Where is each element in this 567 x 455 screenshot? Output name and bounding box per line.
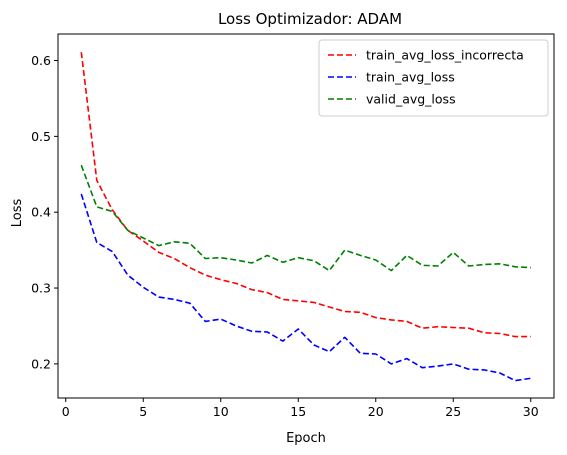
y-tick-label: 0.5 bbox=[31, 129, 51, 144]
series-line-2 bbox=[80, 164, 531, 272]
legend-label-2: valid_avg_loss bbox=[366, 92, 456, 107]
x-tick-label: 0 bbox=[62, 404, 70, 419]
series-line-0 bbox=[80, 52, 531, 338]
y-tick-label: 0.2 bbox=[31, 356, 51, 371]
x-tick-label: 10 bbox=[213, 404, 229, 419]
series-line-1 bbox=[80, 193, 531, 382]
x-tick-label: 20 bbox=[368, 404, 384, 419]
legend-box bbox=[318, 39, 549, 117]
plot-area bbox=[80, 52, 531, 382]
y-axis-label: Loss bbox=[10, 199, 25, 228]
y-tick-label: 0.4 bbox=[31, 205, 51, 220]
x-axis-label: Epoch bbox=[286, 431, 326, 446]
x-tick-label: 25 bbox=[445, 404, 461, 419]
legend-label-0: train_avg_loss_incorrecta bbox=[366, 48, 524, 63]
x-tick-label: 5 bbox=[139, 404, 147, 419]
x-tick-label: 30 bbox=[523, 404, 539, 419]
chart-title: Loss Optimizador: ADAM bbox=[218, 10, 402, 28]
x-tick-label: 15 bbox=[290, 404, 306, 419]
axes-frame bbox=[57, 33, 555, 399]
y-tick-label: 0.3 bbox=[31, 281, 51, 296]
legend: train_avg_loss_incorrecta train_avg_lossv… bbox=[318, 39, 549, 117]
y-tick-label: 0.6 bbox=[31, 53, 51, 68]
axis-ticks: 0 5 10 15 20 25 30 0.2 0.3 0.4 0.5 0.6 bbox=[31, 53, 539, 419]
legend-label-1: train_avg_loss bbox=[366, 70, 455, 85]
